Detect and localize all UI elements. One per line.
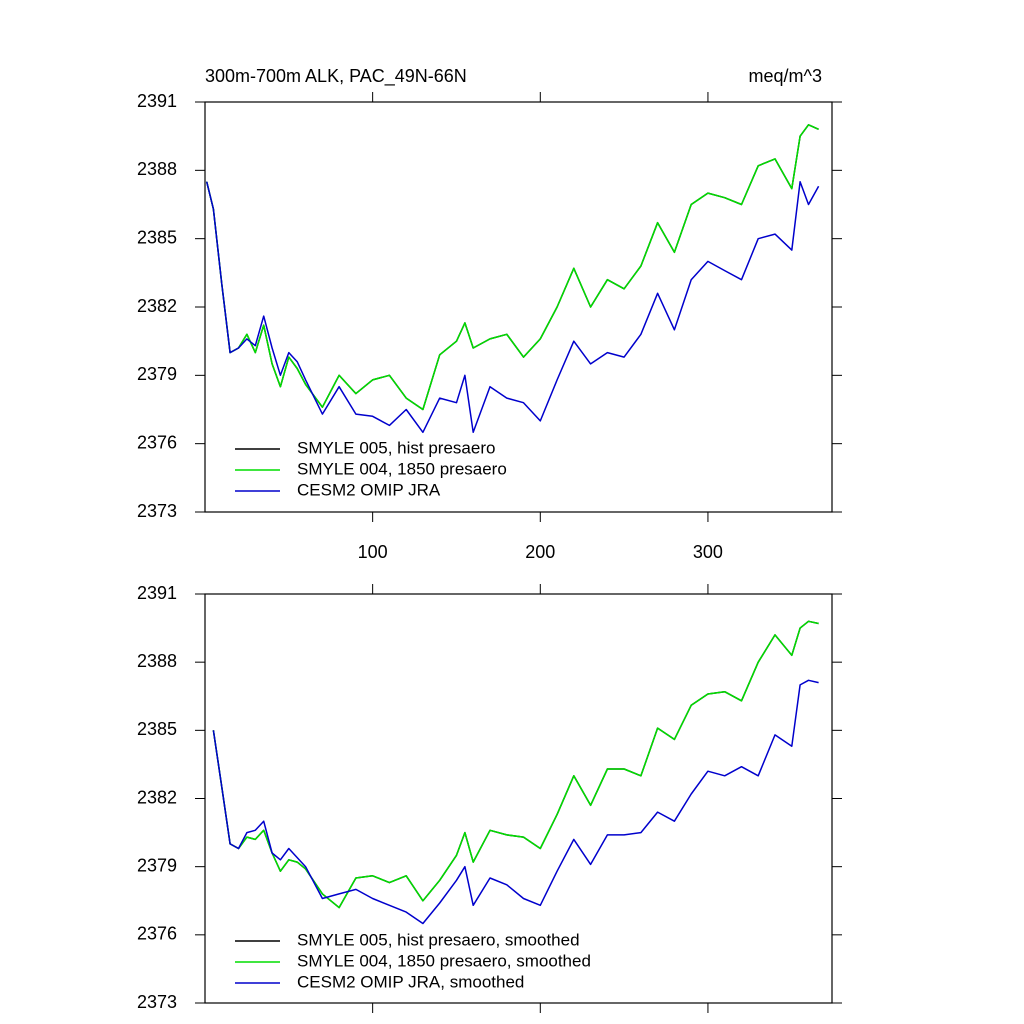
y-tick-label: 2388 <box>137 159 177 179</box>
x-tick-label: 200 <box>525 542 555 562</box>
x-tick-label: 100 <box>358 542 388 562</box>
x-tick-label: 300 <box>693 542 723 562</box>
y-tick-label: 2385 <box>137 227 177 247</box>
y-tick-label: 2379 <box>137 364 177 384</box>
legend-label: SMYLE 004, 1850 presaero, smoothed <box>297 951 591 970</box>
series-line <box>205 124 819 411</box>
series-line <box>212 679 819 925</box>
y-tick-label: 2376 <box>137 924 177 944</box>
legend-label: CESM2 OMIP JRA <box>297 480 441 499</box>
series-line <box>205 124 819 411</box>
y-tick-label: 2382 <box>137 296 177 316</box>
y-tick-label: 2385 <box>137 719 177 739</box>
series-line <box>212 620 819 909</box>
legend-label: SMYLE 005, hist presaero <box>297 438 495 457</box>
legend-label: SMYLE 005, hist presaero, smoothed <box>297 930 580 949</box>
y-tick-label: 2388 <box>137 651 177 671</box>
y-tick-label: 2373 <box>137 992 177 1012</box>
chart-title: 300m-700m ALK, PAC_49N-66N <box>205 66 467 87</box>
units-label: meq/m^3 <box>749 66 822 86</box>
y-tick-label: 2391 <box>137 583 177 603</box>
y-tick-label: 2376 <box>137 432 177 452</box>
y-tick-label: 2373 <box>137 501 177 521</box>
legend-label: SMYLE 004, 1850 presaero <box>297 459 507 478</box>
y-tick-label: 2379 <box>137 855 177 875</box>
series-line <box>205 180 820 434</box>
y-tick-label: 2382 <box>137 787 177 807</box>
y-tick-label: 2391 <box>137 91 177 111</box>
legend-label: CESM2 OMIP JRA, smoothed <box>297 972 524 991</box>
